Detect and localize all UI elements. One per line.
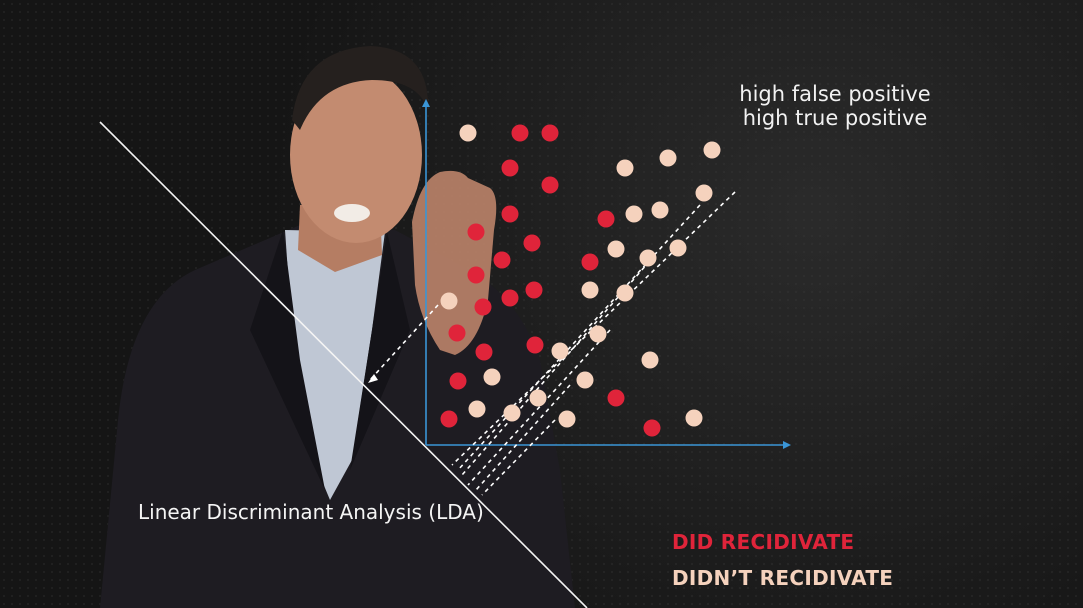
did-recidivate-point [501,205,519,223]
didnt-recidivate-point [468,400,486,418]
didnt-recidivate-point [558,410,576,428]
didnt-recidivate-point [641,351,659,369]
did-recidivate-point [501,159,519,177]
did-recidivate-point [581,253,599,271]
didnt-recidivate-point [685,409,703,427]
didnt-recidivate-point [639,249,657,267]
didnt-recidivate-point [607,240,625,258]
decision-boundary-line [99,121,588,608]
didnt-recidivate-point [581,281,599,299]
legend-did-recidivate: DID RECIDIVATE [672,530,855,554]
did-recidivate-point [448,324,466,342]
did-recidivate-point [541,124,559,142]
annotation-line-1: high false positive [739,82,931,106]
did-recidivate-point [474,298,492,316]
did-recidivate-point [475,343,493,361]
did-recidivate-point [449,372,467,390]
projection-lines [369,191,736,496]
didnt-recidivate-point [503,404,521,422]
did-recidivate-point [511,124,529,142]
did-recidivate-point [467,223,485,241]
scatter-points [440,124,721,437]
did-recidivate-point [501,289,519,307]
did-recidivate-point [493,251,511,269]
did-recidivate-point [643,419,661,437]
did-recidivate-point [541,176,559,194]
didnt-recidivate-point [483,368,501,386]
didnt-recidivate-point [576,371,594,389]
didnt-recidivate-point [669,239,687,257]
legend-didnt-recidivate: DIDN’T RECIDIVATE [672,566,894,590]
method-label: Linear Discriminant Analysis (LDA) [138,500,484,524]
did-recidivate-point [440,410,458,428]
didnt-recidivate-point [589,325,607,343]
didnt-recidivate-point [551,342,569,360]
didnt-recidivate-point [459,124,477,142]
didnt-recidivate-point [659,149,677,167]
did-recidivate-point [597,210,615,228]
didnt-recidivate-point [529,389,547,407]
annotation-line-2: high true positive [742,106,928,130]
didnt-recidivate-point [625,205,643,223]
didnt-recidivate-point [616,284,634,302]
projection-arrowhead [368,374,378,383]
didnt-recidivate-point [440,292,458,310]
didnt-recidivate-point [695,184,713,202]
x-axis-arrowhead [783,441,791,449]
didnt-recidivate-point [703,141,721,159]
didnt-recidivate-point [616,159,634,177]
did-recidivate-point [525,281,543,299]
annotation-text: high false positive high true positive [700,82,970,130]
did-recidivate-point [467,266,485,284]
didnt-recidivate-point [651,201,669,219]
did-recidivate-point [526,336,544,354]
did-recidivate-point [607,389,625,407]
y-axis-arrowhead [422,99,430,107]
did-recidivate-point [523,234,541,252]
